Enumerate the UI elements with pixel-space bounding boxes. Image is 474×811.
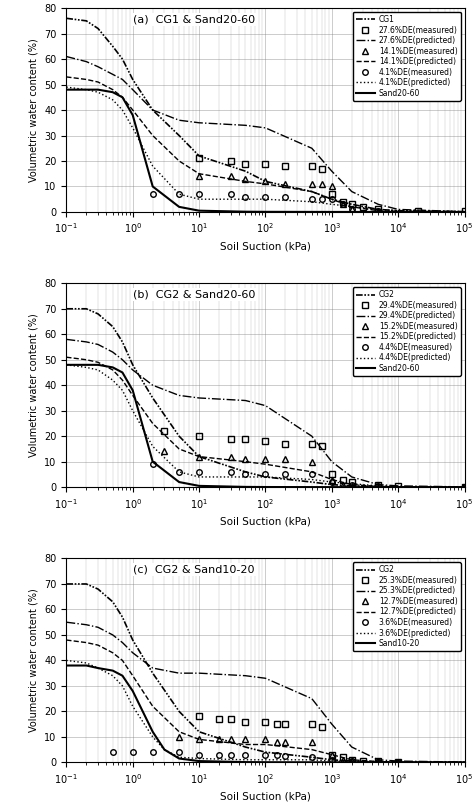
X-axis label: Soil Suction (kPa): Soil Suction (kPa) [220,517,311,526]
Y-axis label: Volumetric water content (%): Volumetric water content (%) [29,589,39,732]
X-axis label: Soil Suction (kPa): Soil Suction (kPa) [220,241,311,251]
Legend: CG1, 27.6%DE(measured), 27.6%DE(predicted), 14.1%DE(measured), 14.1%DE(predicted: CG1, 27.6%DE(measured), 27.6%DE(predicte… [353,12,461,101]
Text: (b)  CG2 & Sand20-60: (b) CG2 & Sand20-60 [133,290,255,299]
Y-axis label: Volumetric water content (%): Volumetric water content (%) [29,38,39,182]
Legend: CG2, 25.3%DE(measured), 25.3%DE(predicted), 12.7%DE(measured), 12.7%DE(predicted: CG2, 25.3%DE(measured), 25.3%DE(predicte… [353,562,461,651]
Y-axis label: Volumetric water content (%): Volumetric water content (%) [29,313,39,457]
Text: (a)  CG1 & Sand20-60: (a) CG1 & Sand20-60 [133,15,255,24]
X-axis label: Soil Suction (kPa): Soil Suction (kPa) [220,792,311,801]
Text: (c)  CG2 & Sand10-20: (c) CG2 & Sand10-20 [133,564,255,575]
Legend: CG2, 29.4%DE(measured), 29.4%DE(predicted), 15.2%DE(measured), 15.2%DE(predicted: CG2, 29.4%DE(measured), 29.4%DE(predicte… [353,287,461,376]
